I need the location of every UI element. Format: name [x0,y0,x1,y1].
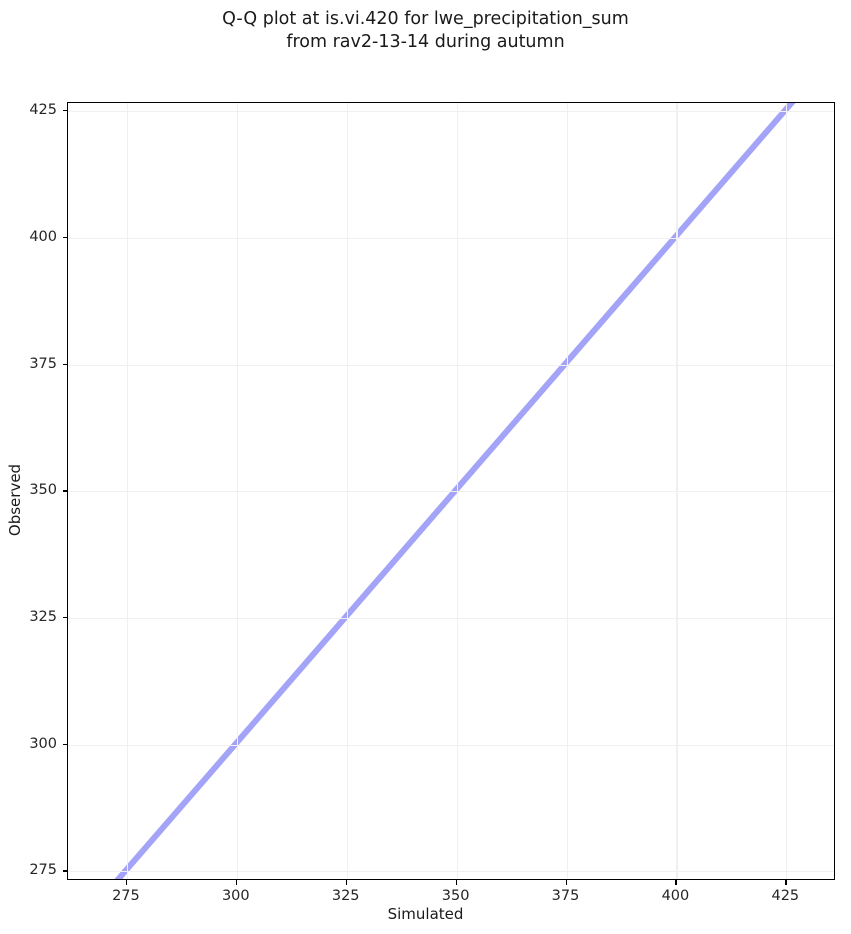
gridline-vertical [456,103,458,879]
x-tick-label: 425 [771,888,800,904]
chart-title: Q-Q plot at is.vi.420 for lwe_precipitat… [222,9,629,52]
y-tick-mark [62,490,67,492]
gridline-horizontal [68,491,834,493]
y-tick-mark [62,110,67,112]
gridline-horizontal [68,237,834,239]
gridline-vertical [346,103,348,879]
x-tick-mark [675,880,677,885]
y-tick-label: 325 [29,608,57,625]
gridline-vertical [676,103,678,879]
y-tick-label: 375 [29,355,57,372]
x-tick-mark [235,880,238,885]
x-tick-label: 325 [331,888,360,904]
x-tick-mark [455,880,457,885]
y-tick-label: 300 [29,735,57,752]
gridline-horizontal [68,111,834,113]
y-tick-label: 275 [29,862,57,879]
gridline-vertical [786,103,788,879]
y-tick-label: 425 [29,102,57,119]
y-tick-mark [62,363,67,365]
y-tick-mark [62,616,67,619]
y-tick-mark [62,236,67,239]
x-tick-label: 375 [551,888,580,904]
x-tick-mark [125,880,128,885]
x-tick-label: 350 [441,888,470,904]
gridline-vertical [126,103,128,879]
gridline-vertical [236,103,238,879]
x-tick-mark [785,880,787,885]
x-tick-mark [565,880,567,885]
x-tick-mark [345,880,347,885]
x-axis-label: Simulated [387,905,464,923]
x-tick-label: 400 [661,888,690,904]
plot-area[interactable] [67,102,835,880]
gridline-vertical [566,103,568,879]
y-axis-label: Observed [6,463,24,537]
x-tick-label: 300 [221,888,250,904]
gridline-horizontal [68,871,834,873]
gridline-horizontal [68,744,834,746]
identity-reference-line [114,103,796,879]
x-tick-label: 275 [112,888,140,904]
y-tick-label: 350 [29,482,57,499]
y-tick-label: 400 [29,228,57,245]
gridline-horizontal [68,617,834,620]
gridline-horizontal [68,364,834,366]
y-tick-mark [62,743,67,745]
y-tick-mark [62,870,67,872]
